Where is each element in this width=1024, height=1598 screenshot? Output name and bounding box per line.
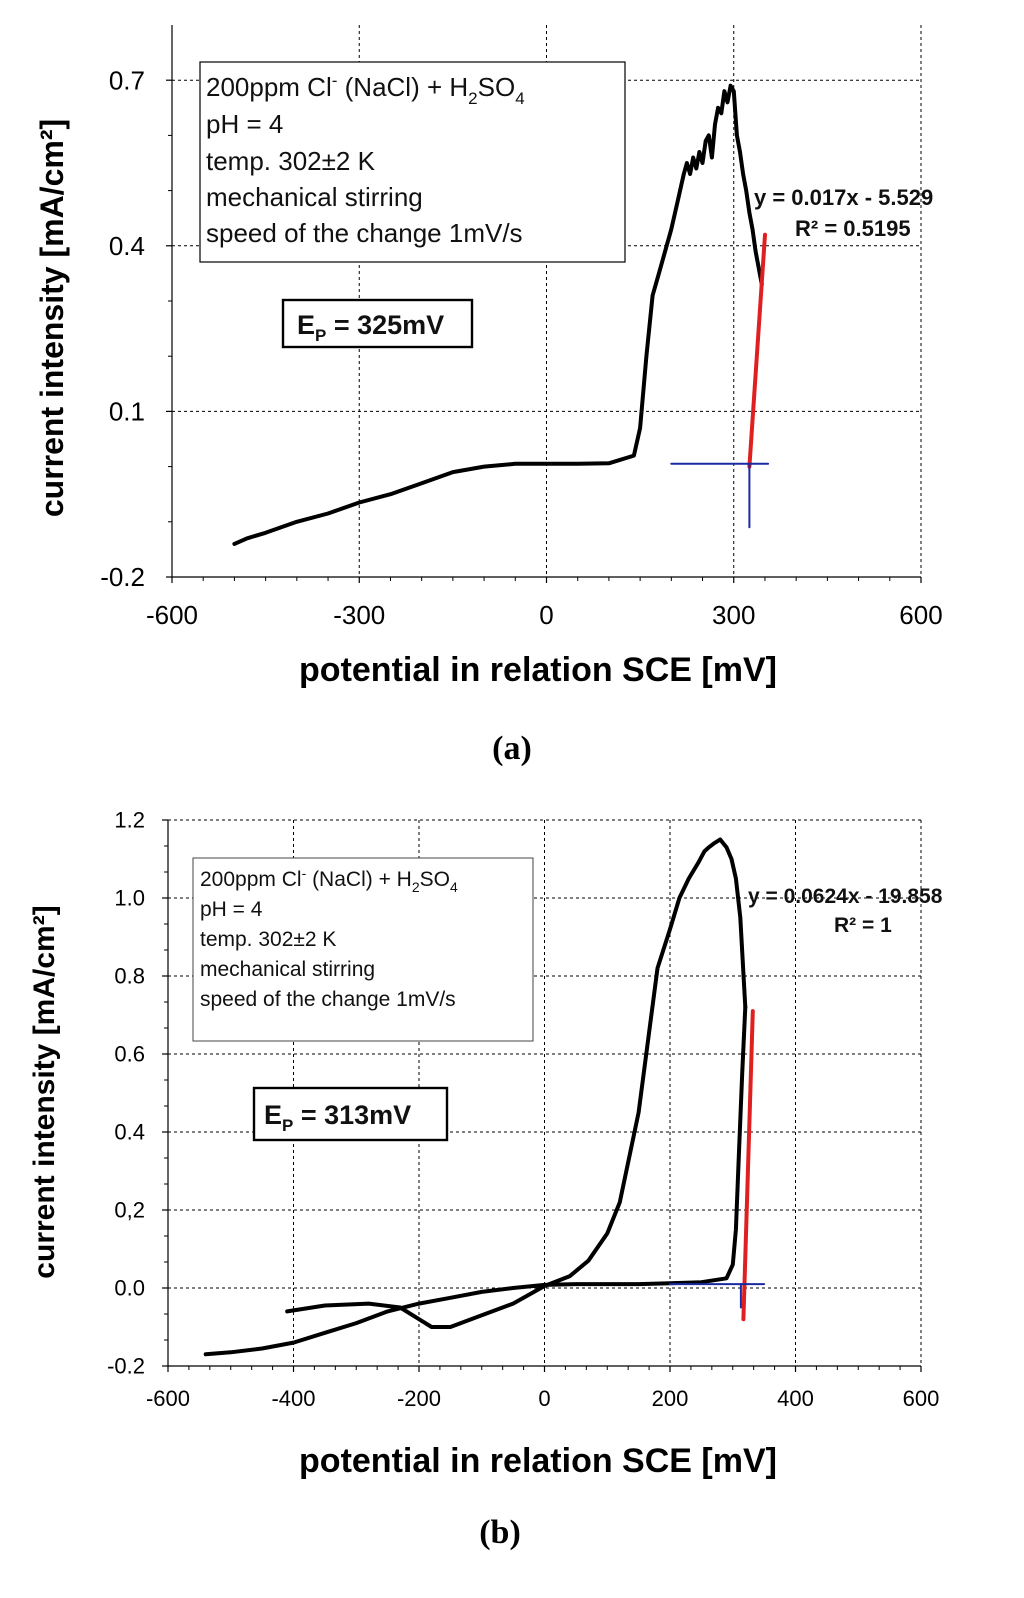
chart-a-info-line-5: speed of the change 1mV/s — [206, 218, 523, 248]
chart-b-y-tick-label: 0.8 — [114, 964, 145, 989]
chart-b-x-tick-label: 0 — [538, 1386, 550, 1411]
chart-b-y-tick-label: 0.6 — [114, 1042, 145, 1067]
chart-b-plot-area — [203, 837, 766, 1357]
chart-a-x-tick-label: 0 — [539, 600, 553, 630]
chart-a-info-line-3: temp. 302±2 K — [206, 146, 376, 176]
chart-b-equation: y = 0.0624x - 19.858 — [748, 885, 943, 908]
chart-a-info-line-2: pH = 4 — [206, 109, 283, 139]
chart-a-ep-value: EP = 325mV — [297, 310, 444, 345]
chart-b-info-box: 200ppm Cl- (NaCl) + H2SO4 pH = 4 temp. 3… — [192, 857, 534, 1042]
chart-b-y-tick-label: 0.4 — [114, 1120, 145, 1145]
chart-b-panel-label: (b) — [479, 1514, 521, 1551]
chart-a-x-tick-label: -600 — [146, 600, 198, 630]
chart-a-y-tick-label: 0.7 — [109, 65, 145, 95]
chart-b-ep-box: EP = 313mV — [252, 1086, 449, 1142]
chart-a-panel-label: (a) — [492, 730, 532, 767]
chart-b-x-tick-label: -400 — [271, 1386, 315, 1411]
chart-a-x-tick-label: 300 — [712, 600, 755, 630]
chart-b-y-tick-label: 1.2 — [114, 808, 145, 833]
chart-b-r2: R² = 1 — [834, 914, 892, 937]
chart-b-info-line-1: 200ppm Cl- (NaCl) + H2SO4 — [200, 865, 458, 895]
chart-a-r2: R² = 0.5195 — [795, 216, 911, 241]
chart-a: -0.2 0.1 0.4 0.7 -600 -300 0 300 600 200ppm Cl-… — [34, 25, 943, 767]
chart-a-y-tick-label: -0.2 — [100, 562, 145, 592]
chart-b-y-tick-label: 1.0 — [114, 886, 145, 911]
chart-b-series-linear-fit — [741, 1009, 755, 1322]
chart-b-y-label: current intensity [mA/cm²] — [28, 905, 61, 1278]
chart-a-ep-box: EP = 325mV — [281, 298, 474, 349]
chart-a-series-polarization-curve — [232, 83, 764, 546]
chart-b-y-tick-label: -0.2 — [107, 1354, 145, 1379]
chart-a-plot-area — [232, 83, 770, 546]
chart-b-info-line-4: mechanical stirring — [200, 958, 375, 981]
chart-b: -0.2 0.0 0,2 0.4 0.6 0.8 1.0 1.2 -600 -400 -200 0 2… — [28, 808, 943, 1551]
chart-b-y-tick-label: 0,2 — [114, 1198, 145, 1223]
chart-b-y-tick-label: 0.0 — [114, 1276, 145, 1301]
chart-a-info-line-4: mechanical stirring — [206, 182, 423, 212]
chart-a-y-tick-label: 0.4 — [109, 231, 145, 261]
chart-a-y-label: current intensity [mA/cm²] — [34, 119, 70, 517]
chart-b-info-line-3: temp. 302±2 K — [200, 928, 336, 951]
chart-a-x-ticks: -600 -300 0 300 600 — [146, 577, 943, 630]
chart-b-y-ticks: -0.2 0.0 0,2 0.4 0.6 0.8 1.0 1.2 — [107, 808, 168, 1379]
chart-b-x-tick-label: 600 — [903, 1386, 940, 1411]
chart-b-x-ticks: -600 -400 -200 0 200 400 600 — [146, 1366, 939, 1411]
chart-a-equation: y = 0.017x - 5.529 — [754, 185, 933, 210]
chart-a-info-line-1: 200ppm Cl- (NaCl) + H2SO4 — [206, 71, 525, 108]
chart-a-y-ticks: -0.2 0.1 0.4 0.7 — [100, 65, 172, 592]
chart-b-x-tick-label: -600 — [146, 1386, 190, 1411]
chart-a-x-tick-label: 600 — [899, 600, 942, 630]
chart-b-x-label: potential in relation SCE [mV] — [299, 1442, 777, 1480]
chart-a-y-tick-label: 0.1 — [109, 397, 145, 427]
chart-b-info-line-5: speed of the change 1mV/s — [200, 988, 456, 1011]
chart-a-x-tick-label: -300 — [333, 600, 385, 630]
chart-b-x-tick-label: 400 — [777, 1386, 814, 1411]
chart-a-series-linear-fit — [747, 232, 767, 469]
chart-b-x-tick-label: 200 — [652, 1386, 689, 1411]
chart-b-x-tick-label: -200 — [397, 1386, 441, 1411]
chart-b-ep-value: EP = 313mV — [264, 1100, 411, 1135]
chart-b-series-reverse-scan — [285, 837, 748, 1329]
chart-a-info-box: 200ppm Cl- (NaCl) + H2SO4 pH = 4 temp. 3… — [199, 61, 626, 263]
chart-a-x-label: potential in relation SCE [mV] — [299, 651, 777, 689]
chart-b-info-line-2: pH = 4 — [200, 898, 263, 921]
